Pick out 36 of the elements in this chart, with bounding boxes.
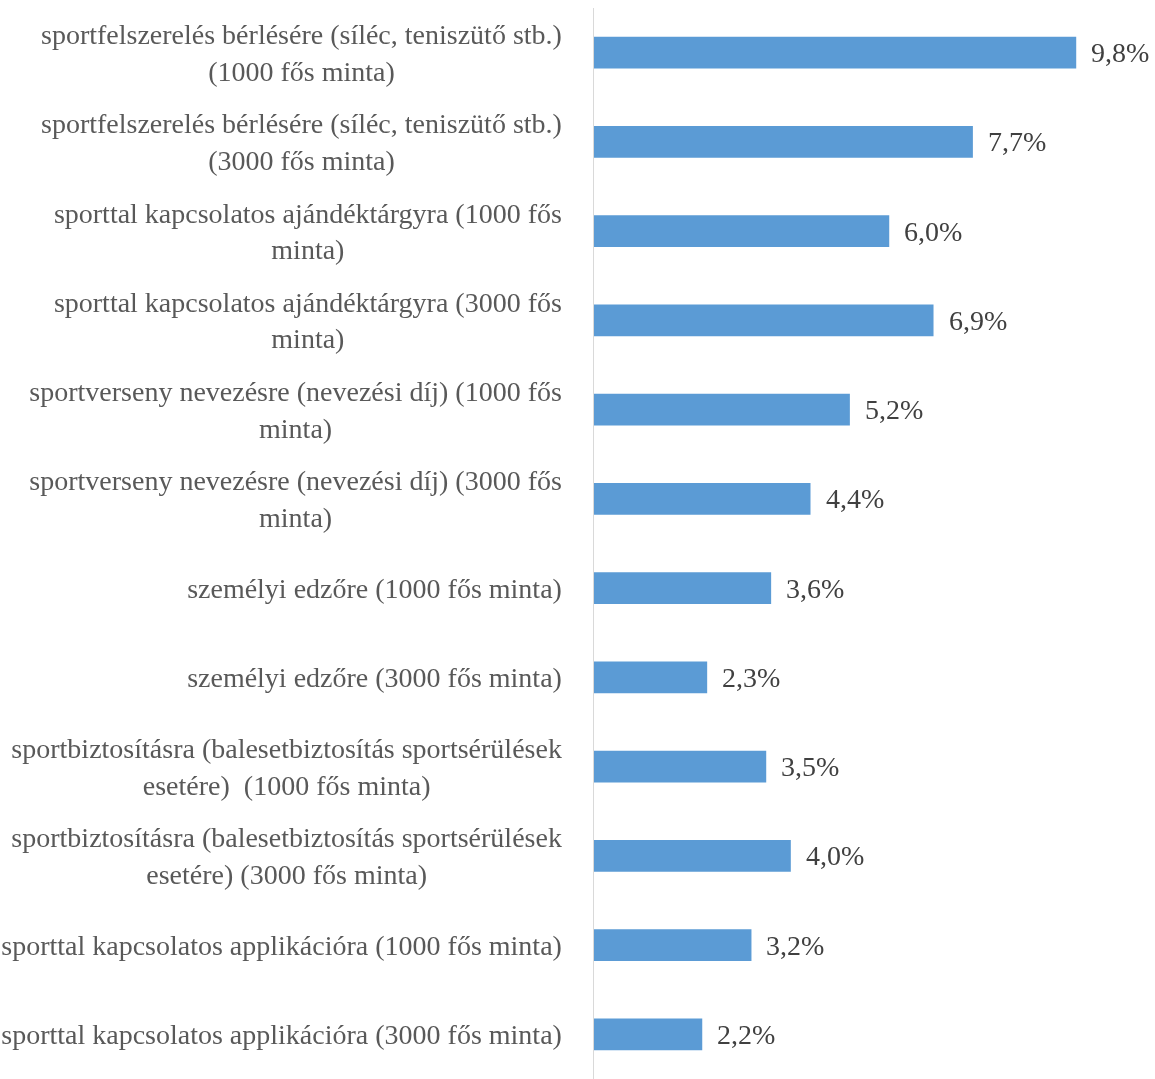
data-label: 5,2% [865, 394, 924, 425]
data-label: 6,0% [904, 216, 963, 247]
bar [594, 483, 811, 515]
data-label: 6,9% [949, 305, 1008, 336]
bar [594, 840, 791, 872]
bar [594, 572, 772, 604]
bar [594, 215, 890, 247]
bar [594, 36, 1077, 69]
data-label: 4,0% [806, 840, 865, 871]
data-label: 2,3% [722, 662, 781, 693]
data-label: 2,2% [717, 1019, 776, 1050]
bar [594, 929, 752, 961]
data-label: 3,6% [786, 573, 845, 604]
bar [594, 750, 767, 783]
data-label: 9,8% [1091, 37, 1150, 68]
bar [594, 661, 708, 694]
bar [594, 304, 934, 337]
bar [594, 1018, 703, 1051]
y-tick-label: sporttal kapcsolatos applikációra (1000 fős minta) [1, 929, 562, 961]
y-tick-label: sportverseny nevezésre (nevezési díj) (3000 fős minta) [29, 465, 562, 533]
y-tick-label: sporttal kapcsolatos ajándéktárgyra (3000 fős minta) [53, 286, 562, 355]
y-tick-label: sportbiztosításra (balesetbiztosítás sportsérülések esetére) (3000 fős minta) [11, 822, 562, 890]
y-tick-label: sporttal kapcsolatos ajándéktárgyra (1000 fős minta) [53, 197, 562, 266]
y-tick-label: személyi edzőre (3000 fős minta) [187, 662, 562, 694]
y-tick-label: sportbiztosításra (balesetbiztosítás sportsérülések esetére) (1000 fős minta) [11, 733, 562, 801]
y-tick-label: személyi edzőre (1000 fős minta) [187, 572, 562, 604]
data-label: 3,5% [781, 751, 840, 782]
y-tick-label: sportverseny nevezésre (nevezési díj) (1000 fős minta) [29, 376, 562, 444]
data-label: 3,2% [766, 930, 825, 961]
data-label: 7,7% [988, 126, 1047, 157]
bar [594, 126, 973, 158]
data-label: 4,4% [826, 483, 885, 514]
y-tick-label: sportfelszerelés bérlésére (síléc, teniszütő stb.) (1000 fős minta) [40, 19, 562, 87]
y-tick-label: sporttal kapcsolatos applikációra (3000 fős minta) [1, 1019, 562, 1051]
bar [594, 393, 850, 426]
y-tick-label: sportfelszerelés bérlésére (síléc, teniszütő stb.) (3000 fős minta) [40, 108, 562, 176]
